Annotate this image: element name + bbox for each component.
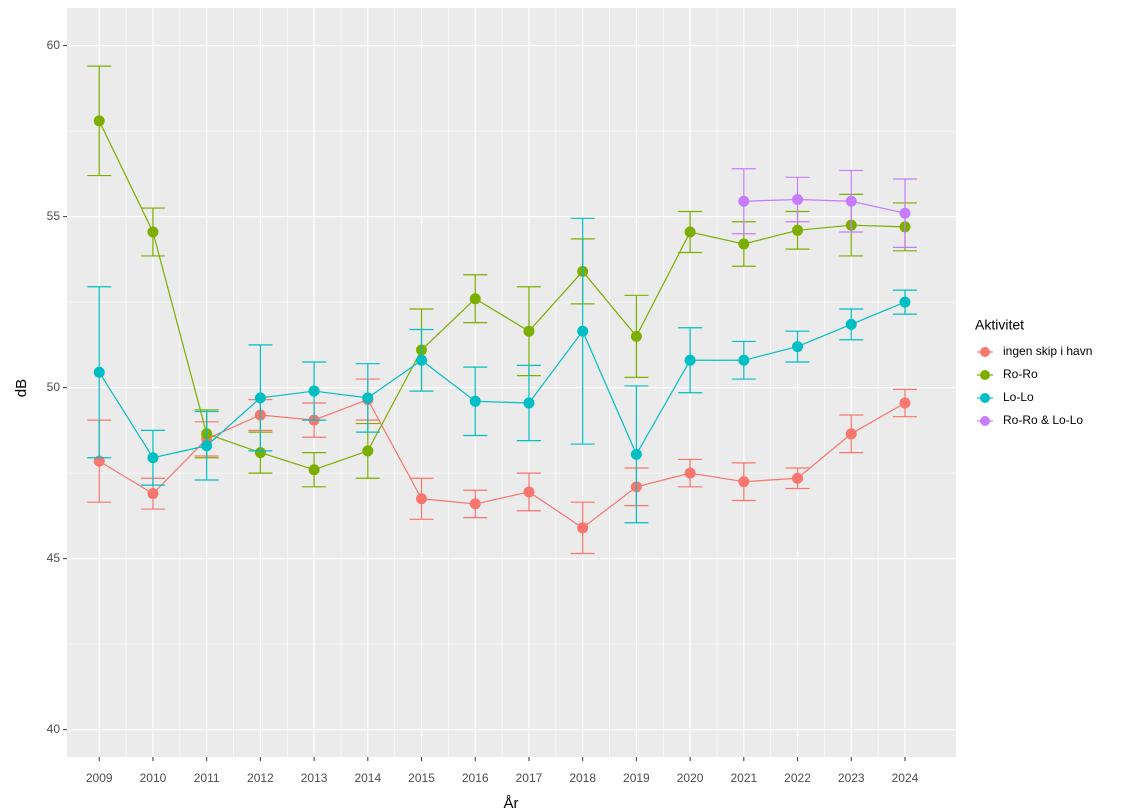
x-tick-label: 2018	[569, 771, 596, 785]
point	[147, 226, 159, 238]
point	[201, 440, 213, 452]
legend-label: Ro-Ro	[1003, 367, 1038, 381]
point	[577, 522, 589, 534]
point	[416, 354, 428, 366]
y-axis-title: dB	[13, 379, 30, 397]
series-line	[98, 301, 906, 459]
point	[845, 195, 857, 207]
point	[684, 354, 696, 366]
x-tick-label: 2011	[194, 771, 220, 785]
legend-label: Ro-Ro & Lo-Lo	[1003, 413, 1083, 427]
point	[254, 392, 266, 404]
point	[792, 472, 804, 484]
point	[684, 226, 696, 238]
point	[792, 341, 804, 353]
x-tick-label: 2023	[838, 771, 865, 785]
x-tick-label: 2019	[623, 771, 650, 785]
point	[899, 207, 911, 219]
y-tick-label: 60	[47, 38, 61, 52]
x-tick-label: 2010	[140, 771, 167, 785]
point	[630, 448, 642, 460]
point	[738, 195, 750, 207]
point	[147, 452, 159, 464]
point	[469, 498, 481, 510]
y-tick-label: 45	[47, 551, 61, 565]
x-tick-label: 2022	[784, 771, 811, 785]
point	[362, 445, 374, 457]
point	[630, 330, 642, 342]
point	[362, 392, 374, 404]
x-tick-label: 2024	[892, 771, 919, 785]
x-tick-label: 2009	[86, 771, 113, 785]
legend-label: Lo-Lo	[1003, 390, 1034, 404]
legend-label: ingen skip i havn	[1003, 344, 1092, 358]
legend-key	[980, 393, 990, 403]
panel	[67, 8, 956, 757]
y-tick-label: 55	[47, 209, 61, 223]
point	[416, 493, 428, 505]
point	[523, 397, 535, 409]
point	[469, 395, 481, 407]
point	[899, 397, 911, 409]
point	[93, 366, 105, 378]
point	[577, 325, 589, 337]
point	[93, 455, 105, 467]
point	[308, 385, 320, 397]
legend-key	[980, 347, 990, 357]
y-tick-label: 50	[47, 380, 61, 394]
x-tick-label: 2014	[354, 771, 381, 785]
series-line	[98, 120, 905, 471]
x-tick-label: 2013	[301, 771, 328, 785]
point	[738, 354, 750, 366]
legend-key	[980, 416, 990, 426]
point	[147, 488, 159, 500]
point	[93, 115, 105, 127]
point	[792, 224, 804, 236]
series-line	[743, 198, 906, 214]
x-tick-label: 2015	[408, 771, 435, 785]
point	[738, 476, 750, 488]
point	[738, 238, 750, 250]
point	[308, 464, 320, 476]
point	[254, 447, 266, 459]
x-tick-label: 2020	[677, 771, 704, 785]
point	[684, 467, 696, 479]
point	[523, 325, 535, 337]
x-tick-label: 2021	[730, 771, 757, 785]
point	[469, 293, 481, 305]
point	[792, 194, 804, 206]
point	[845, 428, 857, 440]
point	[845, 318, 857, 330]
x-tick-label: 2016	[462, 771, 489, 785]
x-tick-label: 2017	[516, 771, 543, 785]
series-line	[98, 398, 906, 529]
legend-title: Aktivitet	[975, 317, 1024, 333]
x-axis-title: År	[504, 795, 519, 812]
point	[899, 296, 911, 308]
x-tick-label: 2012	[247, 771, 274, 785]
y-tick-label: 40	[47, 722, 61, 736]
point	[523, 486, 535, 498]
legend-key	[980, 370, 990, 380]
